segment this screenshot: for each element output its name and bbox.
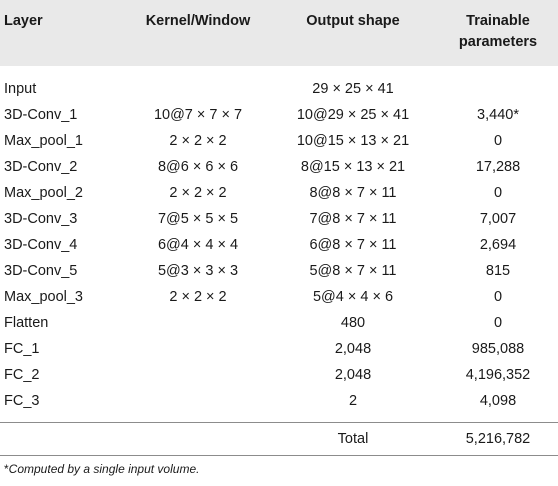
cell-params: 3,440* [477,107,519,123]
cell-layer: 3D-Conv_2 [4,159,78,175]
header-trainable-parameters: Trainable parameters [458,13,538,50]
cell-params: 815 [485,263,511,279]
cell-output-shape: 2 [348,393,358,409]
cell-kernel: 5@3 × 3 × 3 [157,263,239,279]
table-row: Max_pool_1 2 × 2 × 2 10@15 × 13 × 21 0 [0,128,558,154]
table-row: FC_3 2 4,098 [0,388,558,423]
cell-kernel: 6@4 × 4 × 4 [157,237,239,253]
header-background [0,0,558,66]
cell-output-shape: 6@8 × 7 × 11 [309,237,397,253]
cell-output-shape: 10@29 × 25 × 41 [296,107,410,123]
cell-kernel: 10@7 × 7 × 7 [153,107,243,123]
table-row: Input 29 × 25 × 41 [0,66,558,102]
cell-params: 0 [493,289,503,305]
total-value: 5,216,782 [438,422,558,456]
table-row: Max_pool_2 2 × 2 × 2 8@8 × 7 × 11 0 [0,180,558,206]
cell-layer: 3D-Conv_3 [4,211,78,227]
cell-layer: 3D-Conv_1 [4,107,78,123]
cell-layer: FC_1 [4,341,40,357]
cell-layer: Max_pool_2 [4,185,83,201]
footnote: *Computed by a single input volume. [4,462,199,476]
cell-params: 0 [493,185,503,201]
cell-kernel [128,310,268,336]
cell-params: 985,088 [471,341,525,357]
cell-empty [0,422,128,456]
total-label: Total [268,422,438,456]
layer-parameters-table: Layer Kernel/Window Output shape Trainab… [0,0,558,456]
table-header-row: Layer Kernel/Window Output shape Trainab… [0,0,558,66]
cell-kernel [128,362,268,388]
table-row: 3D-Conv_3 7@5 × 5 × 5 7@8 × 7 × 11 7,007 [0,206,558,232]
table-row: FC_1 2,048 985,088 [0,336,558,362]
cell-layer: 3D-Conv_5 [4,263,78,279]
cell-kernel: 7@5 × 5 × 5 [157,211,239,227]
cell-output-shape: 2,048 [334,341,372,357]
table-row: FC_2 2,048 4,196,352 [0,362,558,388]
cell-kernel: 2 × 2 × 2 [169,185,227,201]
cell-layer: FC_3 [4,393,40,409]
cell-kernel [128,66,268,102]
cell-layer: Max_pool_3 [4,289,83,305]
cell-params: 0 [493,315,503,331]
cell-layer: Flatten [4,315,49,331]
cell-layer: FC_2 [4,367,40,383]
table-row: 3D-Conv_2 8@6 × 6 × 6 8@15 × 13 × 21 17,288 [0,154,558,180]
total-row: Total 5,216,782 [0,422,558,456]
cell-kernel: 2 × 2 × 2 [169,289,227,305]
table-row: 3D-Conv_4 6@4 × 4 × 4 6@8 × 7 × 11 2,694 [0,232,558,258]
cell-output-shape: 480 [340,315,366,331]
cell-output-shape: 7@8 × 7 × 11 [309,211,397,227]
cell-params: 2,694 [479,237,517,253]
cell-output-shape: 10@15 × 13 × 21 [296,133,410,149]
cell-params: 0 [493,133,503,149]
header-kernel-window: Kernel/Window [145,13,251,29]
cell-params [438,66,558,102]
cell-output-shape: 5@8 × 7 × 11 [309,263,397,279]
header-layer: Layer [4,13,43,29]
cell-output-shape: 8@8 × 7 × 11 [309,185,397,201]
footnote-text: Computed by a single input volume. [8,462,200,476]
cell-empty [128,422,268,456]
cell-output-shape: 2,048 [334,367,372,383]
cell-layer: 3D-Conv_4 [4,237,78,253]
table-row: Flatten 480 0 [0,310,558,336]
cell-params: 4,098 [479,393,517,409]
table-row: 3D-Conv_5 5@3 × 3 × 3 5@8 × 7 × 11 815 [0,258,558,284]
cell-kernel: 2 × 2 × 2 [169,133,227,149]
cell-params: 4,196,352 [465,367,531,383]
cell-output-shape: 8@15 × 13 × 21 [300,159,406,175]
header-output-shape: Output shape [306,13,400,29]
cell-output-shape: 29 × 25 × 41 [312,81,394,97]
table-row: Max_pool_3 2 × 2 × 2 5@4 × 4 × 6 0 [0,284,558,310]
table-body: Input 29 × 25 × 41 3D-Conv_1 10@7 × 7 × 7 10… [0,66,558,456]
cell-kernel [128,388,268,423]
cell-params: 7,007 [479,211,517,227]
cell-params: 17,288 [475,159,521,175]
cell-kernel [128,336,268,362]
footnote-marker: * [4,462,9,476]
table-row: 3D-Conv_1 10@7 × 7 × 7 10@29 × 25 × 41 3,44… [0,102,558,128]
cell-layer: Input [4,81,37,97]
cell-output-shape: 5@4 × 4 × 6 [312,289,394,305]
cell-layer: Max_pool_1 [4,133,83,149]
cell-kernel: 8@6 × 6 × 6 [157,159,239,175]
